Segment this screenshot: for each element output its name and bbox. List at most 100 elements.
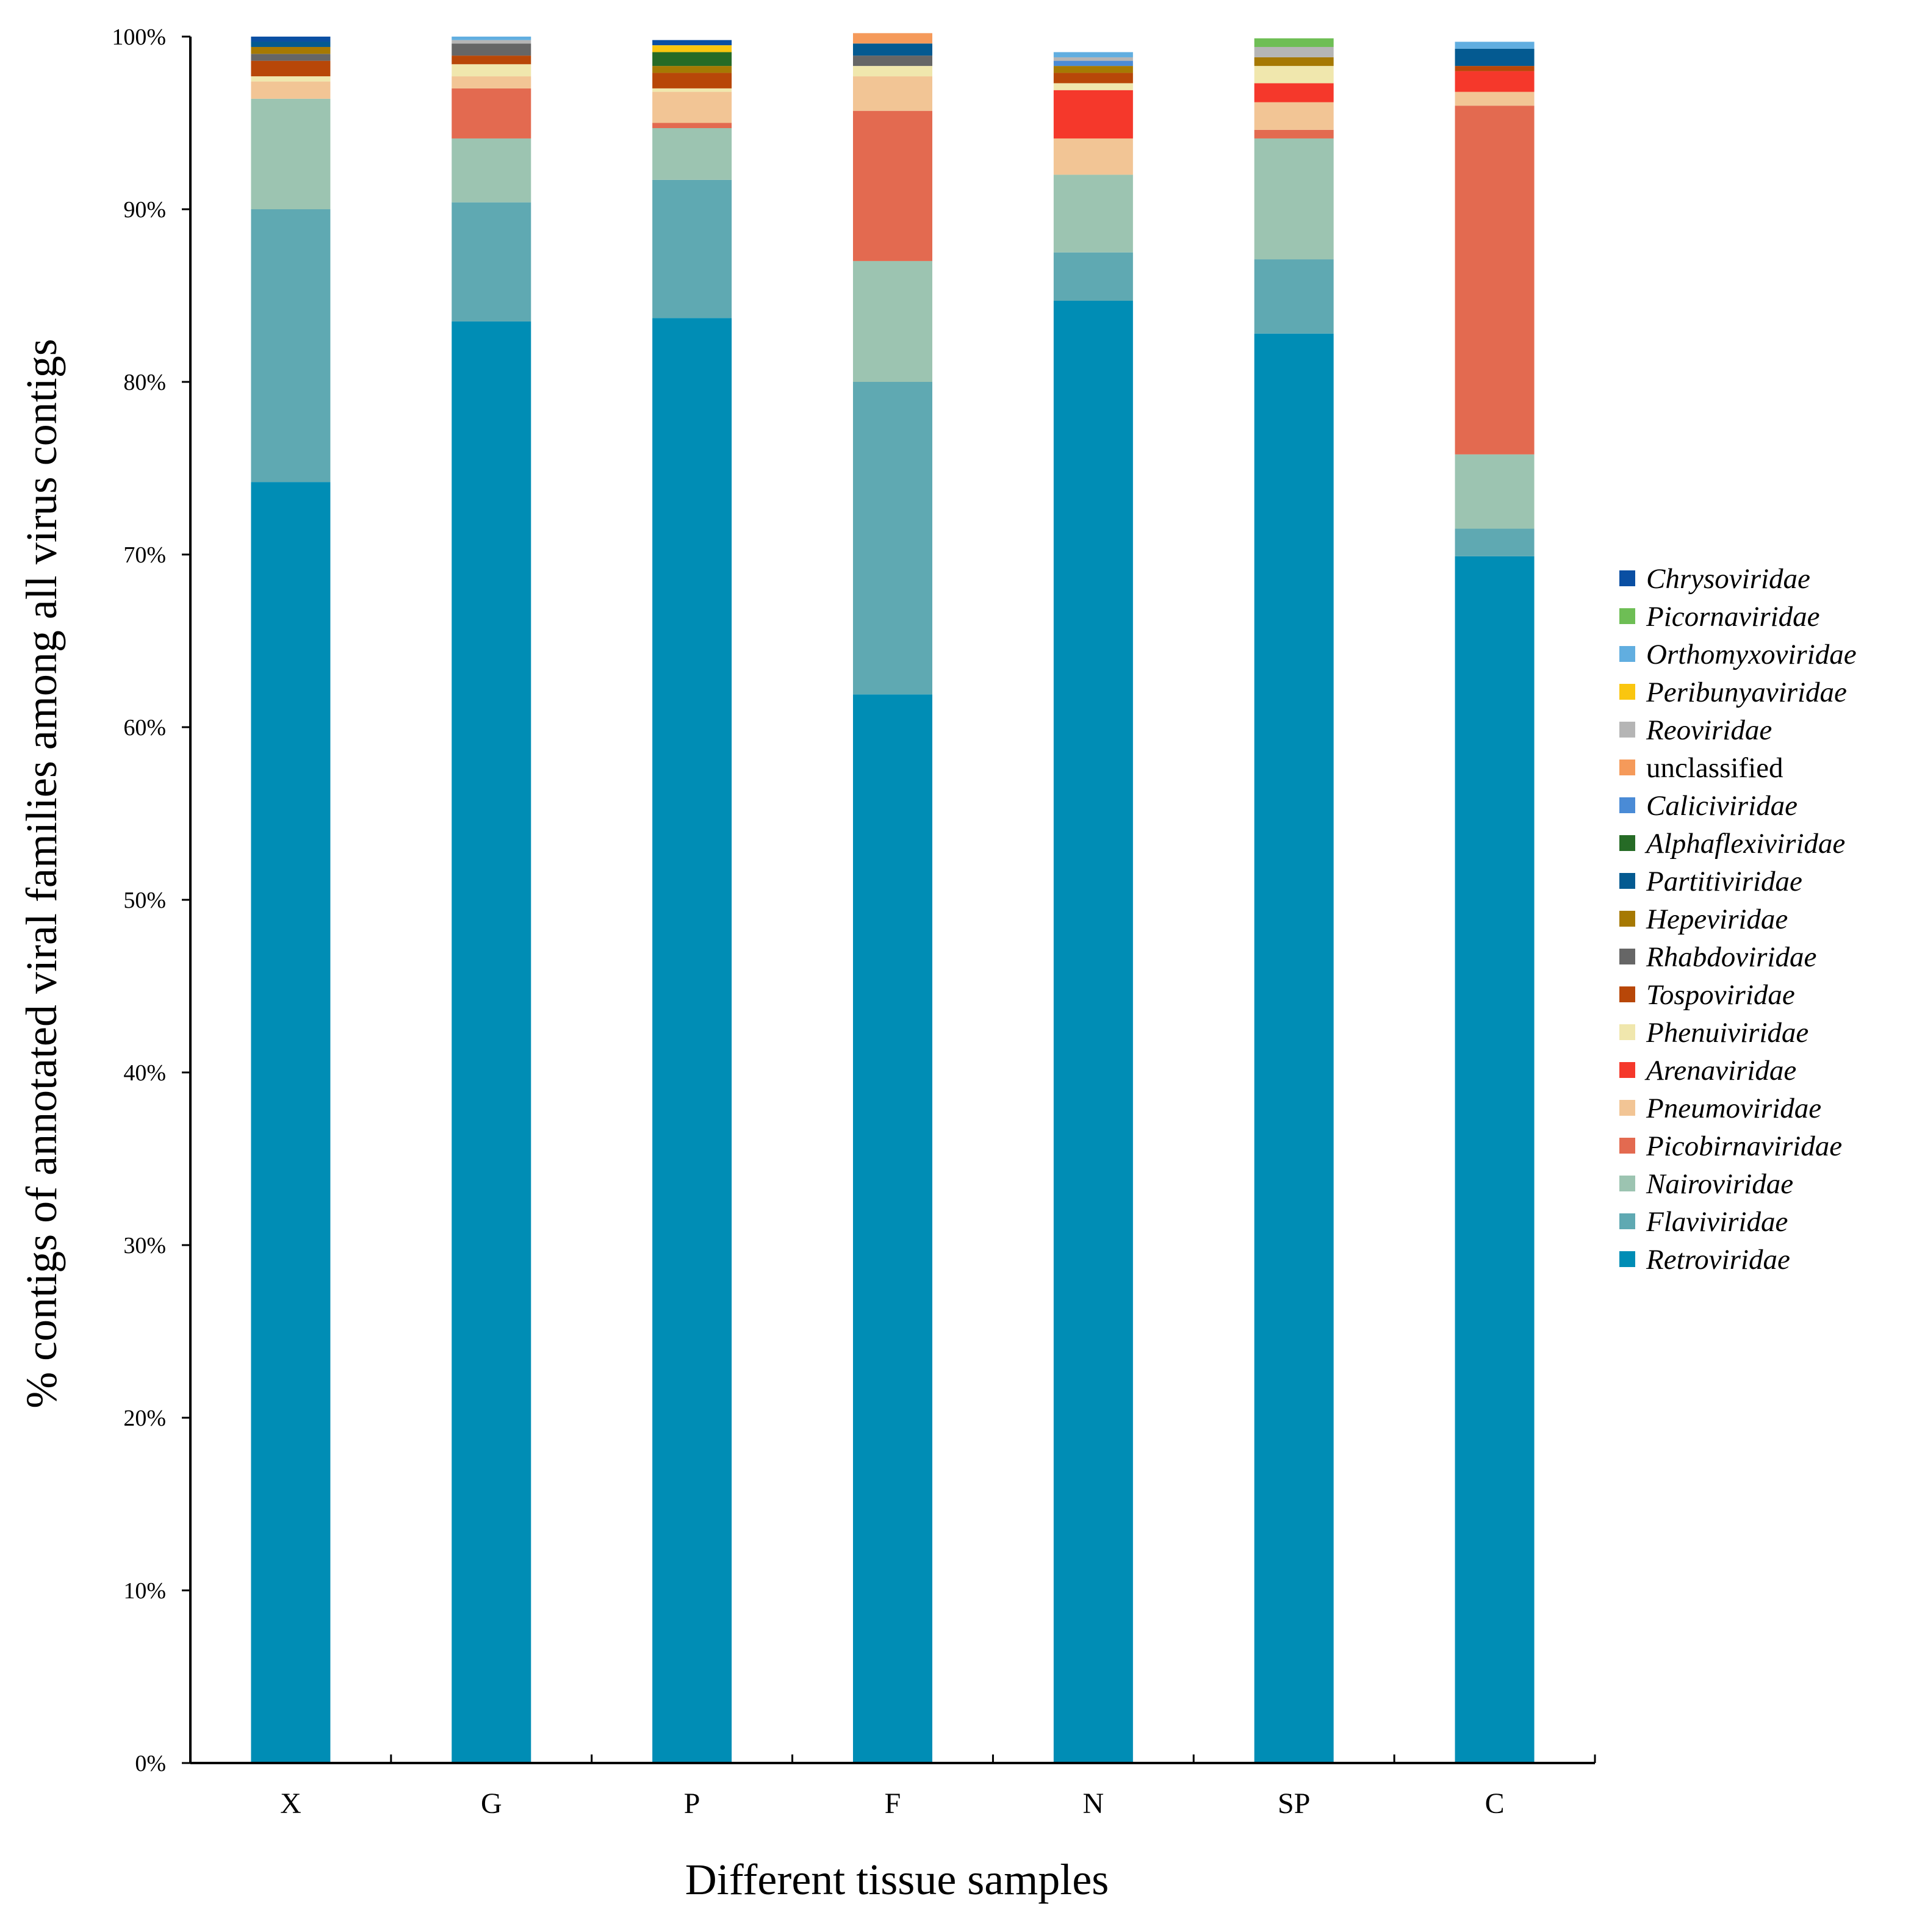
x-axis-title: Different tissue samples bbox=[685, 1855, 1109, 1904]
bar-segment-p-nairoviridae bbox=[652, 127, 732, 180]
legend-item-arenaviridae: Arenaviridae bbox=[1619, 1055, 1796, 1086]
bar-segment-n-reoviridae bbox=[1053, 57, 1133, 61]
bar-segment-x-chrysoviridae bbox=[251, 37, 331, 42]
bar-segment-c-pneumoviridae bbox=[1455, 92, 1535, 106]
bar-segment-sp-phenuiviridae bbox=[1254, 66, 1334, 84]
bar-segment-x-tospoviridae bbox=[251, 60, 331, 77]
legend-label: Retroviridae bbox=[1646, 1244, 1790, 1276]
bar-segment-p-hepeviridae bbox=[652, 66, 732, 73]
legend-item-caliciviridae: Caliciviridae bbox=[1619, 790, 1798, 822]
x-tick-label: F bbox=[885, 1787, 901, 1820]
legend-swatch bbox=[1619, 760, 1635, 775]
x-tick-label: SP bbox=[1278, 1787, 1310, 1820]
bar-stack-g bbox=[452, 37, 531, 1764]
legend-label: Orthomyxoviridae bbox=[1646, 639, 1857, 670]
bar-segment-g-retroviridae bbox=[452, 321, 531, 1764]
bar-segment-n-orthomyxoviridae bbox=[1053, 52, 1133, 57]
legend-label: Rhabdoviridae bbox=[1646, 941, 1816, 973]
bar-segment-sp-picornaviridae bbox=[1254, 38, 1334, 47]
bar-segment-f-phenuiviridae bbox=[853, 66, 932, 77]
bar-segment-g-nairoviridae bbox=[452, 138, 531, 203]
bar-segment-f-pneumoviridae bbox=[853, 76, 932, 111]
legend-swatch bbox=[1619, 570, 1635, 586]
bar-segment-f-partitiviridae bbox=[853, 43, 932, 56]
bar-segment-sp-flaviviridae bbox=[1254, 259, 1334, 334]
legend-swatch bbox=[1619, 722, 1635, 738]
legend-item-picornaviridae: Picornaviridae bbox=[1619, 601, 1820, 633]
legend-label: Nairoviridae bbox=[1646, 1168, 1793, 1200]
y-ticks: 0% 10% 20% 30% 40% 50% 60% 70% 80% 90% 100% bbox=[112, 24, 190, 1776]
bar-segment-c-partitiviridae bbox=[1455, 48, 1535, 66]
legend-label: Phenuiviridae bbox=[1646, 1017, 1808, 1049]
bar-stack-x bbox=[251, 37, 331, 1763]
legend-item-retroviridae: Retroviridae bbox=[1619, 1244, 1790, 1276]
bar-segment-n-hepeviridae bbox=[1053, 66, 1133, 73]
bar-segment-x-pneumoviridae bbox=[251, 81, 331, 99]
legend-swatch bbox=[1619, 1100, 1635, 1116]
legend-swatch bbox=[1619, 1024, 1635, 1040]
legend-label: Arenaviridae bbox=[1644, 1055, 1796, 1086]
legend-swatch bbox=[1619, 949, 1635, 964]
legend-label: Reoviridae bbox=[1646, 714, 1772, 746]
y-tick-label: 0% bbox=[135, 1751, 166, 1776]
legend-swatch bbox=[1619, 684, 1635, 700]
bar-segment-sp-pneumoviridae bbox=[1254, 102, 1334, 130]
legend-item-unclassified: unclassified bbox=[1619, 752, 1783, 784]
legend-swatch bbox=[1619, 608, 1635, 624]
bar-segment-f-unclassified bbox=[853, 33, 932, 44]
legend-item-picobirnaviridae: Picobirnaviridae bbox=[1619, 1130, 1842, 1162]
bar-stack-n bbox=[1053, 52, 1133, 1763]
bar-stack-c bbox=[1455, 41, 1535, 1763]
legend-label: Partitiviridae bbox=[1646, 866, 1802, 897]
bar-segment-f-picobirnaviridae bbox=[853, 110, 932, 261]
bar-segment-p-chrysoviridae bbox=[652, 40, 732, 46]
bar-segment-g-picobirnaviridae bbox=[452, 88, 531, 138]
y-tick-label: 90% bbox=[123, 197, 166, 223]
bar-segment-g-rhabdoviridae bbox=[452, 43, 531, 56]
legend-item-partitiviridae: Partitiviridae bbox=[1619, 866, 1802, 897]
bar-segment-n-pneumoviridae bbox=[1053, 138, 1133, 175]
bar-segment-g-orthomyxoviridae bbox=[452, 37, 531, 40]
x-tick-label: P bbox=[684, 1787, 700, 1820]
bar-segment-x-nairoviridae bbox=[251, 98, 331, 209]
bar-segment-sp-picobirnaviridae bbox=[1254, 129, 1334, 138]
bar-segment-n-nairoviridae bbox=[1053, 174, 1133, 253]
y-tick-label: 100% bbox=[112, 24, 166, 50]
legend: Chrysoviridae Picornaviridae Orthomyxoviri… bbox=[1619, 563, 1857, 1276]
legend-swatch bbox=[1619, 1213, 1635, 1229]
bar-segment-x-phenuiviridae bbox=[251, 76, 331, 82]
legend-swatch bbox=[1619, 1251, 1635, 1267]
y-tick-label: 80% bbox=[123, 370, 166, 395]
x-tick-label: N bbox=[1083, 1787, 1104, 1820]
bar-segment-p-phenuiviridae bbox=[652, 88, 732, 92]
bar-segment-g-reoviridae bbox=[452, 40, 531, 44]
bar-segment-p-pneumoviridae bbox=[652, 92, 732, 123]
bar-segment-p-peribunyaviridae bbox=[652, 45, 732, 52]
legend-label: Picornaviridae bbox=[1646, 601, 1820, 633]
bar-segment-p-picobirnaviridae bbox=[652, 123, 732, 128]
legend-item-hepeviridae: Hepeviridae bbox=[1619, 903, 1788, 935]
legend-item-orthomyxoviridae: Orthomyxoviridae bbox=[1619, 639, 1857, 670]
bar-segment-c-retroviridae bbox=[1455, 556, 1535, 1763]
bar-segment-n-retroviridae bbox=[1053, 300, 1133, 1763]
x-tick-label: X bbox=[280, 1787, 301, 1820]
bar-segment-f-nairoviridae bbox=[853, 260, 932, 382]
legend-item-reoviridae: Reoviridae bbox=[1619, 714, 1772, 746]
bar-segment-f-retroviridae bbox=[853, 694, 932, 1763]
x-tick-label: G bbox=[481, 1787, 502, 1820]
y-tick-label: 50% bbox=[123, 888, 166, 913]
bar-segment-g-flaviviridae bbox=[452, 202, 531, 321]
legend-swatch bbox=[1619, 797, 1635, 813]
legend-label: Picobirnaviridae bbox=[1646, 1130, 1842, 1162]
bar-segment-c-nairoviridae bbox=[1455, 454, 1535, 529]
legend-swatch bbox=[1619, 873, 1635, 889]
bar-segment-c-orthomyxoviridae bbox=[1455, 41, 1535, 49]
legend-label: Hepeviridae bbox=[1646, 903, 1788, 935]
bar-segment-g-tospoviridae bbox=[452, 56, 531, 65]
bar-segment-f-rhabdoviridae bbox=[853, 56, 932, 66]
plot-area bbox=[251, 33, 1535, 1764]
legend-item-pneumoviridae: Pneumoviridae bbox=[1619, 1093, 1821, 1124]
legend-label: Flaviviridae bbox=[1646, 1206, 1788, 1238]
y-tick-label: 20% bbox=[123, 1406, 166, 1431]
